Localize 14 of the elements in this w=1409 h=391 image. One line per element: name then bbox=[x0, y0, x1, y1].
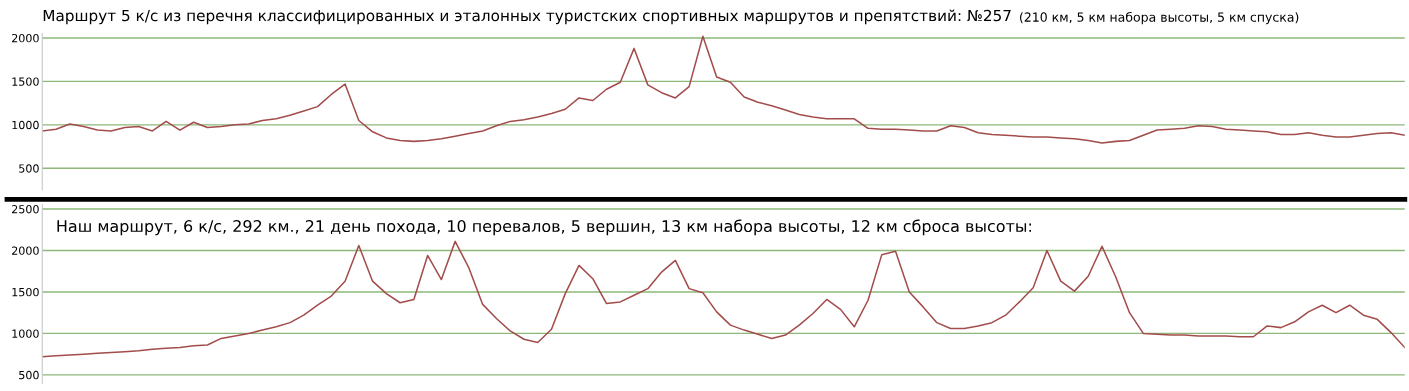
line-series bbox=[42, 240, 1405, 358]
y-tick-label: 1500 bbox=[12, 287, 39, 297]
y-tick-label: 1000 bbox=[12, 329, 39, 338]
y-tick-label: 2000 bbox=[12, 33, 39, 43]
chart-title: Маршрут 5 к/с из перечня классифицированных и эталонных туристских спортивных маршрутов и препятствий: №257 bbox=[43, 9, 1011, 25]
y-tick-label: 1500 bbox=[12, 77, 39, 86]
y-tick-label: 500 bbox=[19, 370, 39, 380]
text: Наш маршрут, 6 к/с, 292 км., 21 день похода, 10 перевалов, 5 вершин, 13 км набора высоты, 12 км сброса высоты: bbox=[57, 219, 1031, 236]
y-tick-label: 2000 bbox=[12, 246, 39, 255]
y-tick-label: 2500 bbox=[12, 205, 39, 214]
y-tick-label: 1000 bbox=[12, 120, 39, 130]
chart-subtitle: (210 км, 5 км набора высоты, 5 км спуска) bbox=[1020, 11, 1299, 25]
y-tick-label: 500 bbox=[19, 164, 39, 173]
line-series bbox=[42, 35, 1405, 144]
